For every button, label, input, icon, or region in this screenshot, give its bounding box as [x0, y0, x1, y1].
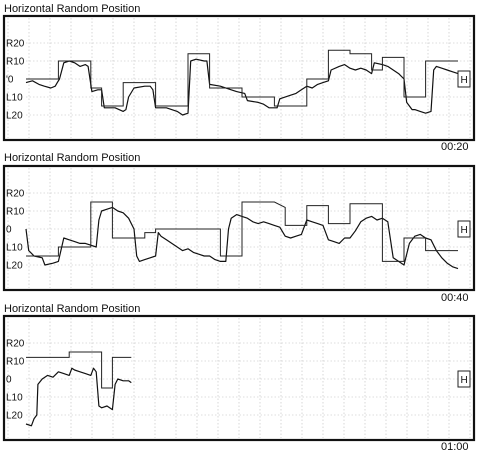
- y-tick-label: 0: [6, 375, 12, 386]
- y-tick-label: R20: [6, 339, 25, 350]
- h-marker-box: [457, 220, 471, 238]
- target-position-line: [26, 201, 458, 262]
- y-tick-label: L20: [6, 411, 23, 422]
- panel-2-time: 00:40: [441, 292, 469, 304]
- y-tick-label: R10: [6, 57, 25, 68]
- y-tick-label: L10: [6, 243, 23, 254]
- target-position-line: [26, 49, 458, 107]
- panel-1-frame: [2, 14, 476, 142]
- panel-1-time: 00:20: [441, 141, 469, 153]
- panel-3-frame: [2, 314, 476, 442]
- y-tick-label: L10: [6, 393, 23, 404]
- y-tick-label: L10: [6, 93, 23, 104]
- y-tick-label: L20: [6, 111, 23, 122]
- eye-position-trace: [25, 367, 132, 427]
- y-tick-label: 0: [6, 225, 12, 236]
- eye-position-trace: [25, 206, 459, 270]
- y-tick-label: R10: [6, 357, 25, 368]
- h-marker-box: [457, 70, 471, 88]
- panel-3-title: Horizontal Random Position: [4, 303, 141, 315]
- target-position-line: [26, 351, 132, 389]
- panel-2-title: Horizontal Random Position: [4, 152, 141, 164]
- y-tick-label: '0: [6, 75, 14, 86]
- y-tick-label: L20: [6, 261, 23, 272]
- panel-2-frame: [2, 164, 476, 292]
- h-marker-label: H: [461, 225, 468, 236]
- h-marker-label: H: [461, 375, 468, 386]
- h-marker-box: [457, 370, 471, 388]
- y-tick-label: R10: [6, 207, 25, 218]
- y-tick-label: R20: [6, 189, 25, 200]
- panel-3-time: 01:00: [441, 441, 469, 453]
- y-tick-label: R20: [6, 39, 25, 50]
- h-marker-label: H: [461, 75, 468, 86]
- panel-1-title: Horizontal Random Position: [4, 3, 141, 15]
